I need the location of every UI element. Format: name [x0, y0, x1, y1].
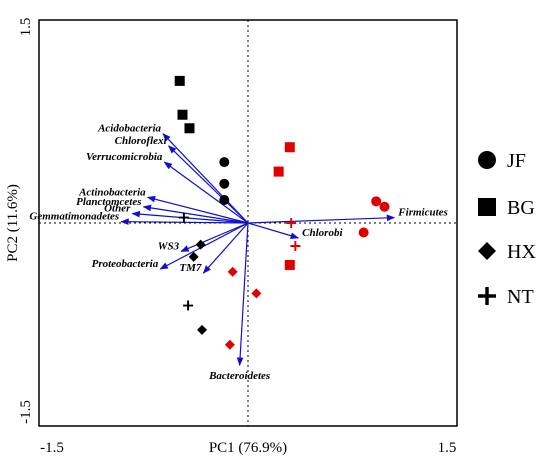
- legend-label-bg: BG: [507, 197, 535, 219]
- y-tick-min: -1.5: [18, 400, 34, 424]
- vector-arrow-bacteroidetes: [236, 222, 249, 366]
- vector-arrow-planctomcetes: [142, 204, 249, 224]
- x-axis-title: PC1 (76.9%): [209, 440, 287, 456]
- point-nt: [178, 212, 189, 223]
- vector-arrow-firmicutes: [247, 214, 396, 224]
- legend-marker-nt: [478, 287, 496, 305]
- vector-arrow-chlorobi: [247, 222, 299, 239]
- vector-label-chloroflexi: Chloroflexi: [115, 135, 168, 147]
- vector-arrow-ws3: [180, 222, 249, 252]
- point-jf: [379, 201, 390, 212]
- vector-label-other: Other: [104, 203, 131, 215]
- vector-label-proteobacteria: Proteobacteria: [92, 258, 159, 270]
- point-hx: [197, 324, 208, 335]
- point-jf: [219, 178, 230, 189]
- vector-arrow-other: [131, 210, 249, 224]
- vector-label-tm7: TM7: [179, 262, 202, 274]
- point-jf: [358, 227, 369, 238]
- point-jf: [219, 194, 230, 205]
- legend-marker-bg: [478, 198, 496, 216]
- legend-label-nt: NT: [507, 286, 534, 308]
- point-hx: [227, 266, 238, 277]
- point-bg: [273, 166, 284, 177]
- x-tick-max: 1.5: [438, 440, 457, 456]
- legend: JF BG HX NT: [478, 150, 536, 308]
- point-jf: [219, 157, 230, 168]
- point-hx: [224, 339, 235, 350]
- point-bg: [184, 123, 195, 134]
- vector-arrow-acidobacteria: [162, 133, 249, 224]
- legend-marker-hx: [478, 242, 496, 260]
- y-tick-max: 1.5: [18, 18, 34, 37]
- vector-label-actinobacteria: Actinobacteria: [78, 186, 146, 198]
- sample-points: [174, 75, 390, 350]
- point-nt: [286, 218, 297, 228]
- point-bg: [284, 142, 295, 153]
- point-nt: [183, 300, 194, 311]
- vector-label-acidobacteria: Acidobacteria: [97, 123, 161, 135]
- legend-label-jf: JF: [507, 150, 526, 172]
- point-hx: [195, 239, 206, 250]
- vector-label-firmicutes: Firmicutes: [397, 207, 448, 219]
- vector-label-chlorobi: Chlorobi: [302, 227, 343, 239]
- legend-label-hx: HX: [507, 241, 536, 263]
- point-bg: [177, 109, 188, 120]
- vector-label-gemmatimonadetes: Gemmatimonadetes: [29, 211, 119, 223]
- vector-arrow-tm7: [202, 222, 249, 274]
- point-bg: [174, 75, 185, 86]
- point-hx: [188, 251, 199, 262]
- vector-label-bacteroidetes: Bacteroidetes: [208, 370, 270, 382]
- point-bg: [284, 259, 295, 270]
- point-jf: [371, 196, 382, 207]
- vector-arrow-verrucomicrobia: [163, 161, 249, 224]
- x-tick-min: -1.5: [40, 440, 64, 456]
- vector-arrow-actinobacteria: [146, 195, 249, 224]
- vector-label-ws3: WS3: [158, 240, 180, 252]
- vector-arrow-chloroflexi: [167, 145, 249, 224]
- point-hx: [251, 288, 262, 299]
- y-axis-title: PC2 (11.6%): [5, 184, 21, 262]
- legend-marker-jf: [478, 151, 496, 169]
- vector-label-verrucomicrobia: Verrucomicrobia: [86, 151, 163, 163]
- vector-label-planctomcetes: Planctomcetes: [76, 196, 141, 208]
- point-nt: [290, 241, 301, 252]
